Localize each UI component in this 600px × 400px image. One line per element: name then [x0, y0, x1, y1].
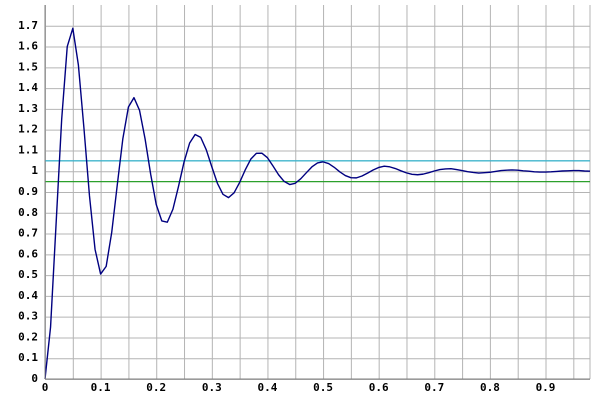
- y-tick-label: 1.2: [18, 123, 38, 136]
- x-tick-label: 0.3: [202, 381, 222, 394]
- y-tick-label: 0.3: [18, 310, 38, 323]
- y-tick-label: 1.5: [18, 60, 38, 73]
- y-tick-label: 0.2: [18, 330, 38, 343]
- y-tick-label: 1.4: [18, 81, 38, 94]
- x-tick-label: 0.2: [146, 381, 166, 394]
- y-tick-label: 0.4: [18, 289, 38, 302]
- x-tick-label: 0.5: [313, 381, 333, 394]
- y-tick-label: 1.6: [18, 40, 38, 53]
- y-tick-label: 0.9: [18, 185, 38, 198]
- y-tick-label: 1: [31, 164, 38, 177]
- x-tick-label: 0.4: [258, 381, 278, 394]
- x-tick-label: 0.7: [424, 381, 444, 394]
- y-tick-label: 0.7: [18, 227, 38, 240]
- y-tick-label: 0.8: [18, 206, 38, 219]
- x-tick-label: 0.9: [536, 381, 556, 394]
- y-tick-label: 0: [31, 372, 38, 385]
- y-tick-label: 0.1: [18, 351, 38, 364]
- y-tick-label: 1.1: [18, 143, 38, 156]
- x-tick-label: 0: [42, 381, 49, 394]
- data-line: [44, 27, 591, 380]
- y-tick-label: 0.5: [18, 268, 38, 281]
- x-tick-label: 0.6: [369, 381, 389, 394]
- y-tick-label: 1.3: [18, 102, 38, 115]
- y-tick-label: 1.7: [18, 19, 38, 32]
- x-tick-label: 0.1: [91, 381, 111, 394]
- x-tick-label: 0.8: [480, 381, 500, 394]
- y-tick-label: 0.6: [18, 247, 38, 260]
